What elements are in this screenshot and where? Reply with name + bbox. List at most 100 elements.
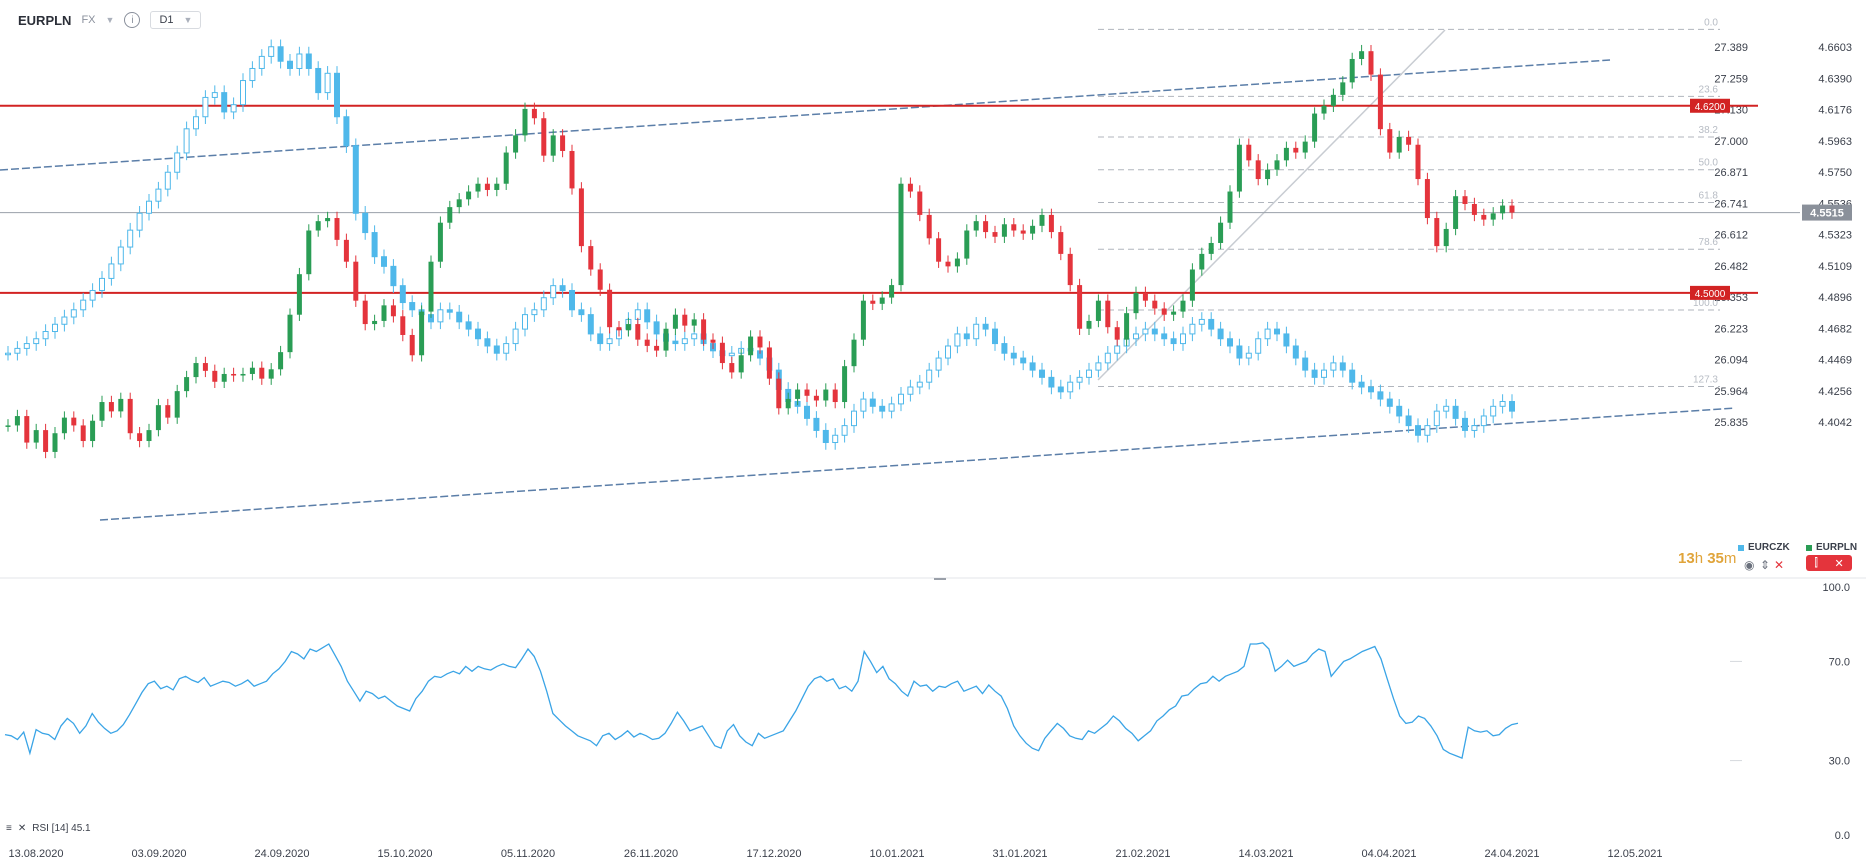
- legend-eurpln[interactable]: EURPLN: [1806, 542, 1857, 553]
- eurpln-candle: [127, 398, 133, 434]
- eurpln-candle: [1152, 300, 1158, 309]
- eurczk-candle: [1405, 415, 1412, 427]
- eurpln-candle: [325, 218, 331, 222]
- eurpln-candle: [5, 425, 11, 427]
- eurczk-candle: [597, 333, 604, 345]
- eurpln-candle: [1048, 214, 1054, 233]
- x-tick-label: 26.11.2020: [624, 848, 678, 860]
- eurczk-candle: [1067, 381, 1074, 393]
- level-tag-label: 4.6200: [1695, 102, 1726, 113]
- legend-label: EURCZK: [1748, 542, 1790, 553]
- x-tick-label: 24.09.2020: [254, 848, 309, 860]
- eurpln-candle: [1283, 147, 1289, 161]
- eurczk-candle: [1480, 415, 1487, 427]
- eurczk-candle: [390, 265, 397, 287]
- legend-eurczk[interactable]: EURCZK: [1738, 542, 1790, 553]
- chevron-down-icon[interactable]: ▼: [105, 15, 115, 25]
- close-icon[interactable]: ✕: [17, 823, 27, 834]
- eurczk-candle: [484, 338, 491, 347]
- level-tag-label: 4.5000: [1695, 289, 1726, 300]
- fib-level-label: 50.0: [1699, 158, 1719, 169]
- sort-icon[interactable]: ⇕: [1760, 558, 1771, 572]
- timeframe-select[interactable]: D1 ▼: [150, 11, 202, 29]
- eurczk-candle: [512, 328, 519, 345]
- close-icon[interactable]: ✕: [1774, 558, 1785, 572]
- eurpln-candle: [644, 339, 650, 346]
- eurczk-candle: [1283, 333, 1290, 347]
- eurpln-candle: [1067, 253, 1073, 286]
- eurpln-candle: [1058, 232, 1064, 254]
- eurpln-candle: [1030, 225, 1036, 234]
- level-tag: [1690, 98, 1730, 113]
- eurpln-candle: [353, 261, 359, 301]
- eurczk-candle: [550, 285, 557, 299]
- eurpln-candle: [1114, 327, 1120, 340]
- y-tick-eurczk: 26.223: [1714, 323, 1748, 335]
- eurpln-candle: [231, 373, 237, 376]
- eurczk-candle: [945, 345, 951, 359]
- eurpln-candle: [1020, 230, 1026, 234]
- eurczk-candle: [860, 398, 867, 412]
- eurpln-candle: [926, 214, 932, 239]
- eurczk-candle: [80, 299, 87, 311]
- eurczk-candle: [61, 316, 68, 325]
- candles-icon[interactable]: ⫿: [1814, 556, 1818, 569]
- y-tick-eurpln: 4.6603: [1818, 42, 1852, 54]
- eurpln-candle: [748, 336, 754, 356]
- eurpln-candle: [1180, 300, 1186, 312]
- fib-level-label: 78.6: [1699, 237, 1719, 248]
- eurczk-candle: [1471, 425, 1478, 431]
- eurczk-candle: [888, 403, 895, 412]
- eurczk-candle: [193, 116, 199, 130]
- eurpln-candle: [1105, 300, 1111, 328]
- eurczk-candle: [916, 381, 923, 388]
- eurczk-candle: [954, 333, 961, 347]
- menu-icon[interactable]: ≡: [6, 823, 12, 834]
- y-tick-eurczk: 27.389: [1714, 42, 1748, 54]
- eurczk-candle: [587, 314, 594, 335]
- eurpln-candle: [61, 417, 67, 434]
- eurczk-candle: [324, 72, 331, 94]
- eurpln-candle: [701, 319, 707, 340]
- eurpln-candle: [635, 324, 641, 340]
- eurpln-candle: [560, 135, 566, 151]
- eurpln-candle: [776, 378, 782, 409]
- eurczk-candle: [1151, 328, 1158, 335]
- fib-level-label: 0.0: [1704, 17, 1718, 28]
- eurczk-candle: [1386, 398, 1393, 407]
- fib-level-label: 23.6: [1699, 84, 1719, 95]
- eurpln-candle: [1509, 205, 1515, 213]
- eurpln-candle: [889, 285, 895, 298]
- eurczk-candle: [963, 333, 970, 340]
- eurczk-candle: [691, 333, 698, 340]
- eurczk-candle: [221, 92, 228, 113]
- eurpln-candle: [1255, 160, 1261, 180]
- symbol-label[interactable]: EURPLN: [18, 12, 72, 28]
- close-icon[interactable]: ✕: [1834, 557, 1844, 570]
- rsi-indicator-label[interactable]: ≡ ✕ RSI [14] 45.1: [6, 823, 91, 834]
- eurpln-candle: [616, 327, 622, 331]
- eurczk-candle: [804, 405, 810, 419]
- eurpln-candle: [1377, 74, 1383, 130]
- y-tick-eurczk: 26.482: [1714, 261, 1748, 273]
- eurpln-candle: [52, 433, 58, 452]
- eurpln-candle: [334, 218, 340, 240]
- eurczk-candle: [99, 277, 105, 291]
- candle-countdown: 13h 35m: [1678, 550, 1737, 567]
- series-controls[interactable]: ⫿ ✕: [1806, 555, 1852, 571]
- eye-icon[interactable]: ◉: [1744, 558, 1755, 572]
- eurczk-candle: [362, 212, 369, 234]
- y-tick-eurpln: 4.6176: [1818, 105, 1852, 117]
- y-tick-eurczk: 26.871: [1714, 167, 1748, 179]
- eurczk-candle: [559, 285, 566, 291]
- eurpln-candle: [419, 311, 425, 356]
- y-tick-eurpln: 4.5750: [1818, 167, 1852, 179]
- eurpln-candle: [466, 191, 472, 200]
- eurczk-candle: [1180, 333, 1186, 345]
- eurczk-candle: [1499, 400, 1506, 407]
- eurczk-candle: [898, 393, 904, 405]
- eurczk-candle: [935, 357, 942, 371]
- eurczk-candle: [211, 92, 218, 98]
- info-icon[interactable]: i: [124, 12, 141, 28]
